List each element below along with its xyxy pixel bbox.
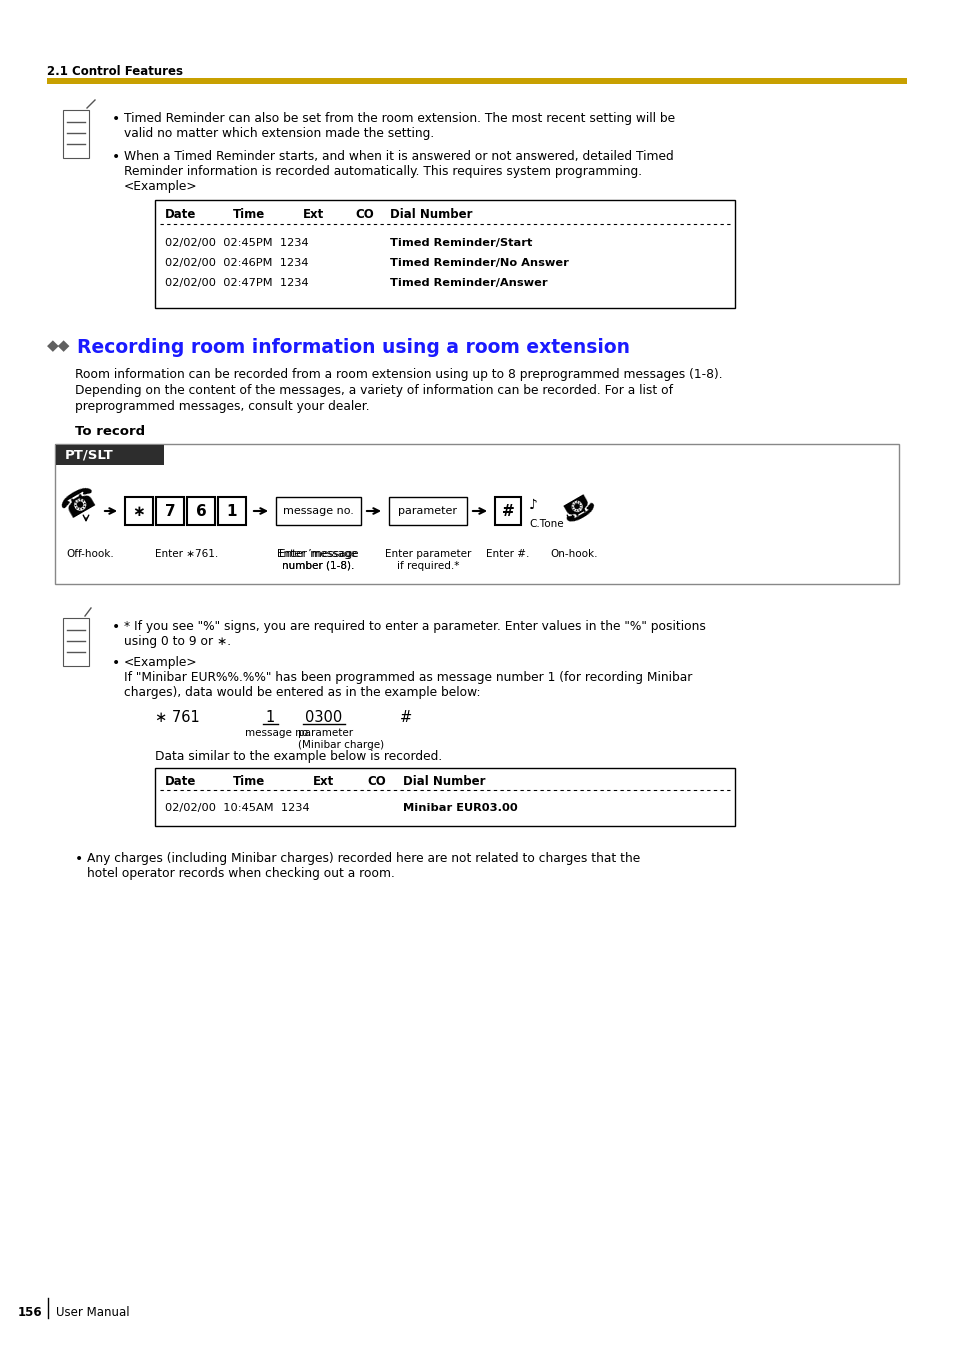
Text: (Minibar charge): (Minibar charge) [297, 740, 384, 750]
Text: If "Minibar EUR%%.%%" has been programmed as message number 1 (for recording Min: If "Minibar EUR%%.%%" has been programme… [124, 671, 692, 684]
Text: Ext: Ext [303, 208, 324, 222]
Text: 0300: 0300 [305, 711, 342, 725]
Text: using 0 to 9 or ∗.: using 0 to 9 or ∗. [124, 635, 231, 648]
Text: 2.1 Control Features: 2.1 Control Features [47, 65, 183, 78]
Text: Recording room information using a room extension: Recording room information using a room … [77, 338, 629, 357]
Text: Dial Number: Dial Number [390, 208, 472, 222]
Text: Enter ∗761.: Enter ∗761. [155, 549, 218, 559]
Text: •: • [75, 852, 83, 866]
Text: message no.: message no. [282, 507, 353, 516]
Text: #: # [399, 711, 412, 725]
Text: Room information can be recorded from a room extension using up to 8 preprogramm: Room information can be recorded from a … [75, 367, 721, 381]
Text: To record: To record [75, 426, 145, 438]
Text: Timed Reminder/Start: Timed Reminder/Start [390, 238, 532, 249]
Text: message no.: message no. [245, 728, 311, 738]
Bar [55, 444, 165, 466]
Text: Enter message
number (1-8).: Enter message number (1-8). [278, 549, 356, 570]
Text: #: # [501, 504, 514, 519]
Text: CO: CO [367, 775, 385, 788]
Bar [63, 109, 89, 158]
Text: ♪: ♪ [529, 499, 537, 512]
Text: Timed Reminder/Answer: Timed Reminder/Answer [390, 278, 547, 288]
Text: Any charges (including Minibar charges) recorded here are not related to charges: Any charges (including Minibar charges) … [87, 852, 639, 865]
Text: 6: 6 [195, 504, 206, 519]
Text: parameter: parameter [297, 728, 353, 738]
Bar [125, 497, 152, 526]
Text: •: • [112, 112, 120, 126]
Bar [56, 444, 164, 465]
Text: When a Timed Reminder starts, and when it is answered or not answered, detailed : When a Timed Reminder starts, and when i… [124, 150, 673, 163]
Bar [389, 497, 467, 526]
Text: 7: 7 [165, 504, 175, 519]
Text: Dial Number: Dial Number [402, 775, 485, 788]
Bar [156, 497, 184, 526]
Bar [495, 497, 520, 526]
Bar [63, 617, 89, 666]
Text: •: • [112, 150, 120, 163]
Text: preprogrammed messages, consult your dealer.: preprogrammed messages, consult your dea… [75, 400, 369, 413]
Text: User Manual: User Manual [56, 1306, 130, 1319]
Text: •: • [112, 620, 120, 634]
Text: ∗: ∗ [132, 504, 145, 519]
Text: •: • [112, 657, 120, 670]
Text: Enter ’message
number (1-8).: Enter ’message number (1-8). [277, 549, 358, 570]
Text: Date: Date [165, 208, 196, 222]
Text: ☎: ☎ [56, 481, 104, 526]
Text: Ext: Ext [313, 775, 334, 788]
Text: Time: Time [233, 208, 265, 222]
Text: valid no matter which extension made the setting.: valid no matter which extension made the… [124, 127, 434, 141]
Text: <Example>: <Example> [124, 657, 197, 669]
Text: 02/02/00  02:46PM  1234: 02/02/00 02:46PM 1234 [165, 258, 308, 267]
Text: 02/02/00  02:47PM  1234: 02/02/00 02:47PM 1234 [165, 278, 309, 288]
Text: Off-hook.: Off-hook. [66, 549, 113, 559]
Text: ◆◆: ◆◆ [47, 338, 71, 353]
Text: Date: Date [165, 775, 196, 788]
Text: Reminder information is recorded automatically. This requires system programming: Reminder information is recorded automat… [124, 165, 641, 178]
Text: * If you see "%" signs, you are required to enter a parameter. Enter values in t: * If you see "%" signs, you are required… [124, 620, 705, 634]
Text: 1: 1 [227, 504, 237, 519]
Text: hotel operator records when checking out a room.: hotel operator records when checking out… [87, 867, 395, 880]
Text: ☎: ☎ [552, 485, 596, 527]
Text: 1: 1 [265, 711, 274, 725]
Text: Depending on the content of the messages, a variety of information can be record: Depending on the content of the messages… [75, 384, 672, 397]
Text: 02/02/00  02:45PM  1234: 02/02/00 02:45PM 1234 [165, 238, 309, 249]
Text: charges), data would be entered as in the example below:: charges), data would be entered as in th… [124, 686, 480, 698]
Text: Timed Reminder can also be set from the room extension. The most recent setting : Timed Reminder can also be set from the … [124, 112, 675, 126]
Bar [275, 497, 360, 526]
Text: On-hook.: On-hook. [550, 549, 598, 559]
Text: Minibar EUR03.00: Minibar EUR03.00 [402, 802, 517, 813]
Bar [154, 767, 734, 825]
Text: ∗ 761: ∗ 761 [154, 711, 199, 725]
Bar [218, 497, 246, 526]
Bar [55, 444, 898, 584]
Text: Time: Time [233, 775, 265, 788]
Bar [47, 78, 906, 84]
Text: Enter #.: Enter #. [486, 549, 529, 559]
Text: 156: 156 [18, 1306, 43, 1319]
Text: <Example>: <Example> [124, 180, 197, 193]
Bar [154, 200, 734, 308]
Bar [187, 497, 214, 526]
Text: 02/02/00  10:45AM  1234: 02/02/00 10:45AM 1234 [165, 802, 310, 813]
Text: parameter: parameter [398, 507, 457, 516]
Text: CO: CO [355, 208, 374, 222]
Text: Timed Reminder/No Answer: Timed Reminder/No Answer [390, 258, 568, 267]
Text: Data similar to the example below is recorded.: Data similar to the example below is rec… [154, 750, 442, 763]
Text: Enter parameter
if required.*: Enter parameter if required.* [384, 549, 471, 570]
Text: PT/SLT: PT/SLT [65, 449, 113, 461]
Text: C.Tone: C.Tone [529, 519, 563, 530]
